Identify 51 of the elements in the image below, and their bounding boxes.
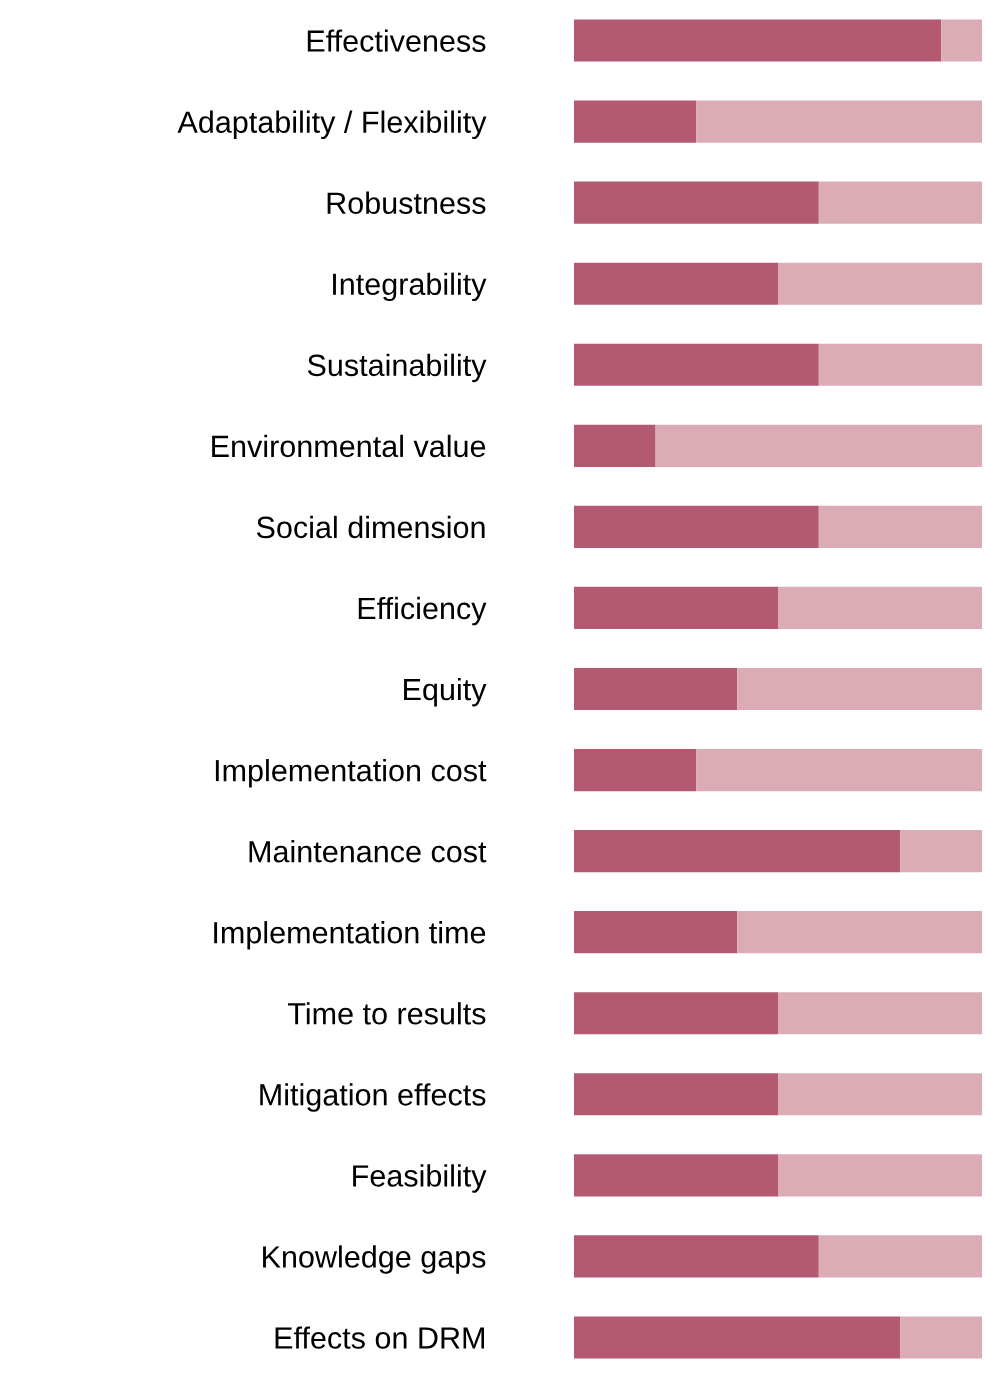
y-tick-label: Effectiveness — [307, 29, 486, 52]
bar — [818, 505, 982, 548]
y-tick-label: Equity — [404, 677, 487, 707]
bar — [778, 262, 982, 305]
bar — [778, 1154, 982, 1197]
bar — [574, 911, 738, 954]
bar — [696, 748, 982, 792]
y-tick-label: Sustainability — [307, 353, 487, 383]
bar — [574, 262, 778, 305]
y-tick-label: Knowledge gaps — [263, 1245, 486, 1274]
y-tick-label: Mitigation effects — [260, 1083, 486, 1112]
y-tick-label: Integrability — [333, 272, 487, 302]
y-tick-label: Effects on DRM — [275, 1326, 484, 1349]
y-tick-label: Implementation cost — [215, 758, 487, 788]
bar — [574, 830, 901, 873]
bar — [574, 343, 819, 386]
y-tick-label: Environmental value — [212, 434, 486, 458]
y-tick-label: Efficiency — [358, 596, 487, 626]
bar — [574, 992, 778, 1035]
y-tick-label: Maintenance cost — [249, 840, 487, 863]
y-tick-label: Robustness — [327, 191, 486, 215]
bar — [574, 1154, 778, 1197]
bar — [574, 748, 697, 792]
y-tick-label: Time to results — [287, 1002, 486, 1025]
bar — [574, 1073, 778, 1116]
bar — [778, 992, 982, 1035]
bar — [737, 911, 982, 954]
y-tick-label: Implementation time — [214, 921, 486, 950]
bar — [574, 1316, 901, 1359]
bar — [778, 1073, 982, 1116]
bar — [737, 667, 982, 711]
y-tick-label: Adaptability / Flexibility — [177, 110, 487, 139]
bar — [574, 505, 819, 548]
bar — [818, 1235, 982, 1278]
bar — [900, 1316, 982, 1359]
bar — [696, 100, 982, 143]
bar — [900, 830, 982, 873]
bar — [574, 667, 738, 711]
bar — [655, 424, 982, 467]
bar — [818, 343, 982, 386]
bar — [941, 19, 982, 62]
bar — [574, 1235, 819, 1278]
bar — [778, 586, 982, 630]
y-tick-label: Social dimension — [256, 515, 485, 539]
bar — [574, 181, 819, 224]
bar — [574, 424, 656, 467]
bar — [818, 181, 982, 224]
y-tick-label: Feasibility — [353, 1164, 487, 1193]
bar — [574, 19, 942, 62]
bar — [574, 586, 778, 630]
bar — [574, 100, 697, 143]
